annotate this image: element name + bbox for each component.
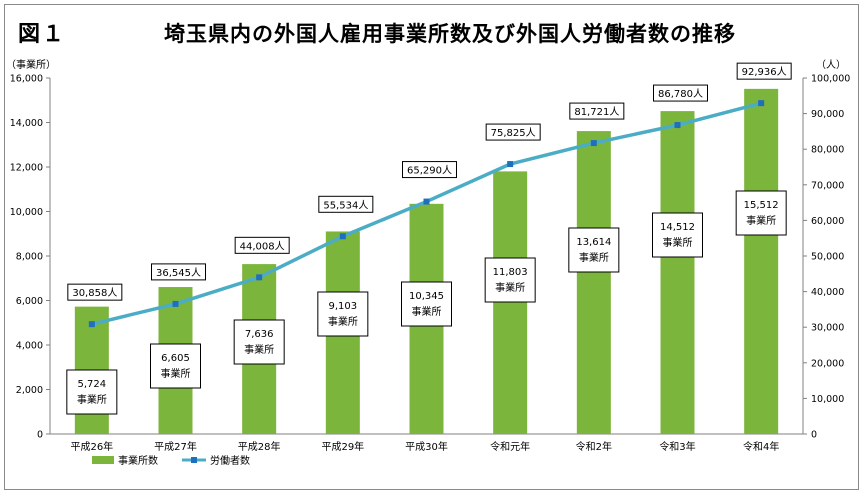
bar-label-box (66, 369, 118, 415)
worker-point (590, 140, 597, 147)
worker-data-label: 55,534人 (323, 199, 368, 211)
chart-title: 埼玉県内の外国人雇用事業所数及び外国人労働者数の推移 (164, 22, 736, 46)
worker-point (339, 233, 346, 240)
worker-label-box (736, 62, 792, 80)
worker-label-box (67, 283, 123, 301)
x-tick-label: 令和4年 (743, 440, 779, 453)
left-tick-label: 14,000 (10, 118, 43, 129)
worker-data-label: 92,936人 (742, 66, 787, 78)
legend-line-marker (191, 457, 197, 463)
left-tick-label: 16,000 (10, 74, 43, 85)
right-tick-label: 10,000 (811, 394, 844, 405)
right-tick-label: 60,000 (811, 216, 844, 227)
worker-data-label: 86,780人 (658, 88, 703, 100)
worker-point (256, 274, 263, 281)
bar-data-label: 13,614 (576, 237, 611, 248)
worker-label-box (234, 236, 290, 254)
worker-data-label: 75,825人 (491, 127, 536, 139)
worker-point (674, 122, 681, 129)
bar-label-box (317, 291, 369, 337)
bar-data-label: 7,636 (245, 329, 274, 340)
worker-label-box (485, 123, 541, 141)
x-tick-label: 平成28年 (238, 440, 281, 453)
bar-data-unit: 事業所 (244, 343, 274, 356)
worker-point (758, 100, 765, 107)
bar-data-label: 15,512 (744, 200, 779, 211)
x-tick-label: 平成30年 (405, 440, 448, 453)
x-tick-label: 令和3年 (659, 440, 695, 453)
right-tick-label: 30,000 (811, 323, 844, 334)
left-tick-label: 12,000 (10, 163, 43, 174)
worker-data-label: 81,721人 (574, 106, 619, 118)
right-tick-label: 20,000 (811, 358, 844, 369)
x-tick-label: 平成27年 (154, 440, 197, 453)
worker-point (507, 161, 514, 168)
worker-point (88, 321, 95, 328)
legend-line-label: 労働者数 (210, 454, 250, 467)
bar-data-unit: 事業所 (328, 315, 358, 328)
bar-label-box (735, 190, 787, 236)
left-tick-label: 8,000 (16, 252, 43, 263)
bar-data-label: 6,605 (161, 353, 190, 364)
bar-label-box (568, 227, 620, 273)
bar-data-label: 5,724 (78, 379, 107, 390)
bar-label-box (484, 257, 536, 303)
right-tick-label: 70,000 (811, 180, 844, 191)
right-tick-label: 50,000 (811, 252, 844, 263)
bar-label-box (652, 212, 703, 258)
x-tick-label: 令和元年 (490, 440, 530, 453)
bar-data-unit: 事業所 (412, 305, 442, 318)
x-tick-label: 平成29年 (321, 440, 364, 453)
bar-data-label: 11,803 (493, 267, 528, 278)
left-tick-label: 6,000 (16, 296, 43, 307)
bar-data-label: 9,103 (329, 301, 358, 312)
left-axis-unit: （事業所） (6, 60, 56, 71)
bar-data-unit: 事業所 (579, 251, 609, 264)
worker-label-box (653, 84, 708, 102)
x-tick-label: 令和2年 (576, 440, 612, 453)
worker-label-box (569, 102, 625, 120)
right-tick-label: 100,000 (811, 74, 850, 85)
worker-data-label: 30,858人 (72, 287, 117, 299)
right-tick-label: 40,000 (811, 287, 844, 298)
bar-data-unit: 事業所 (746, 214, 776, 227)
bar-data-label: 14,512 (660, 222, 695, 233)
left-tick-label: 4,000 (16, 341, 43, 352)
bar-data-unit: 事業所 (77, 393, 107, 406)
right-tick-label: 80,000 (811, 145, 844, 156)
bar (660, 111, 695, 434)
figure-label: 図１ (18, 22, 67, 47)
left-tick-label: 0 (37, 430, 43, 441)
worker-label-box (318, 195, 374, 213)
worker-label-box (151, 263, 206, 281)
right-tick-label: 0 (811, 430, 817, 441)
right-tick-label: 90,000 (811, 109, 844, 120)
left-tick-label: 10,000 (10, 207, 43, 218)
worker-data-label: 65,290人 (407, 165, 452, 177)
worker-label-box (402, 161, 457, 179)
right-axis-unit: （人） (816, 60, 846, 71)
bar-data-unit: 事業所 (495, 281, 525, 294)
left-tick-label: 2,000 (16, 385, 43, 396)
bar-data-label: 10,345 (409, 291, 444, 302)
x-tick-label: 平成26年 (70, 440, 113, 453)
bar (493, 171, 528, 435)
bar-label-box (401, 281, 452, 327)
bar-label-box (233, 319, 285, 365)
bar-label-box (150, 343, 201, 389)
bar-data-unit: 事業所 (161, 367, 191, 380)
worker-data-label: 44,008人 (240, 240, 285, 252)
bar-data-unit: 事業所 (663, 236, 693, 249)
legend-bar-label: 事業所数 (118, 454, 158, 467)
worker-point (172, 300, 179, 307)
worker-data-label: 36,545人 (156, 267, 201, 279)
worker-point (423, 198, 430, 205)
bar (744, 88, 779, 434)
legend-bar-swatch (92, 456, 114, 464)
bar (576, 131, 611, 434)
